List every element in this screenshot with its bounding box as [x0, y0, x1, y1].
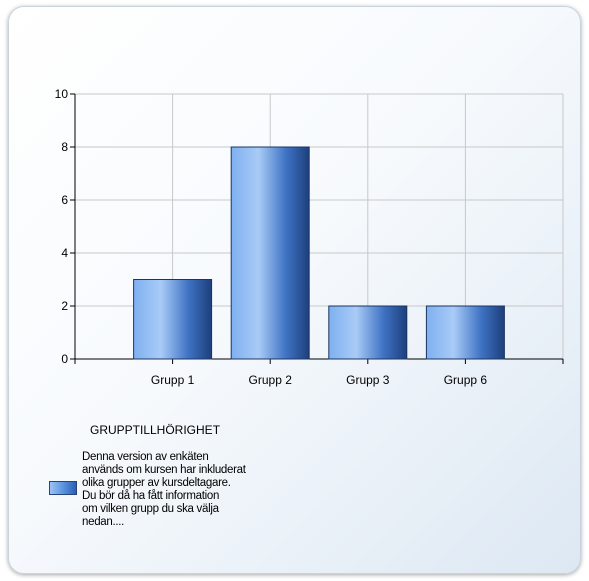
bars — [133, 146, 505, 360]
x-tick-label: Grupp 2 — [249, 373, 293, 387]
bar-grupp-1 — [133, 279, 213, 360]
x-tick-label: Grupp 3 — [346, 373, 390, 387]
y-tick-label: 2 — [61, 299, 68, 313]
y-tick-label: 8 — [61, 140, 68, 154]
bar-grupp-3 — [328, 305, 408, 360]
bar-grupp-2 — [230, 146, 310, 360]
legend-swatch — [49, 481, 77, 495]
tick-labels: 0 2 4 6 8 10 Grupp 1 Grupp 2 Grupp 3 Grupp 6 — [55, 87, 488, 387]
y-tick-label: 4 — [61, 246, 68, 260]
y-tick-label: 6 — [61, 193, 68, 207]
x-tick-label: Grupp 6 — [444, 373, 488, 387]
y-tick-label: 10 — [55, 87, 69, 101]
bar-grupp-6 — [425, 305, 505, 360]
legend-title: GRUPPTILLHÖRIGHET — [90, 423, 221, 437]
y-tick-label: 0 — [61, 352, 68, 366]
x-tick-label: Grupp 1 — [151, 373, 195, 387]
legend-entry-text: Denna version av enkäten används om kurs… — [82, 451, 246, 528]
